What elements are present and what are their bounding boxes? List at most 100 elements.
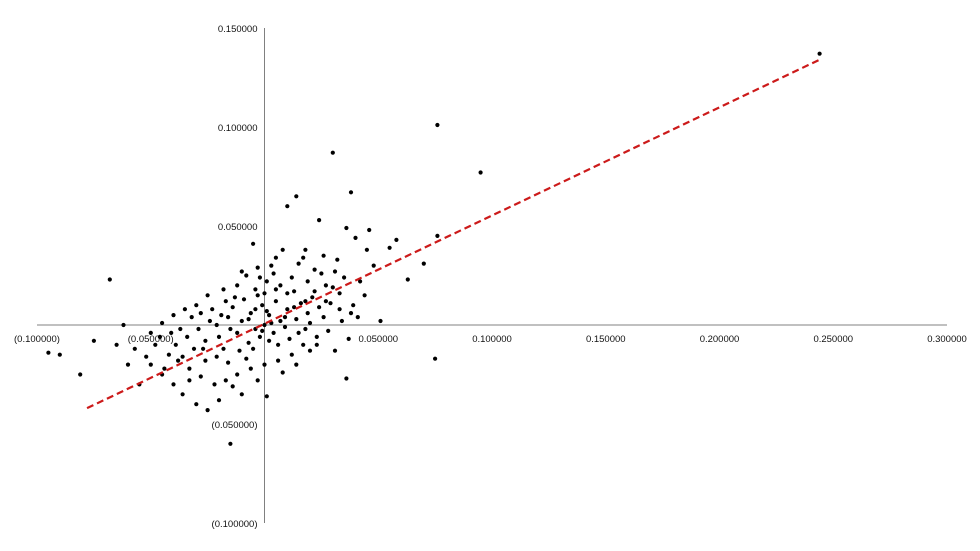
data-point <box>298 301 303 306</box>
x-tick-label: 0.050000 <box>358 334 398 345</box>
data-point <box>235 372 240 377</box>
data-point <box>323 283 328 288</box>
data-point <box>271 330 276 335</box>
data-point <box>223 378 228 383</box>
data-point <box>257 275 262 280</box>
x-tick-label: 0.300000 <box>927 334 967 345</box>
data-point <box>191 346 197 351</box>
y-tick-label: 0.150000 <box>218 24 258 35</box>
data-point <box>296 330 301 335</box>
data-point <box>253 307 258 312</box>
data-point <box>337 307 342 312</box>
data-point <box>330 285 335 290</box>
data-point <box>194 303 199 308</box>
data-point <box>344 225 349 231</box>
y-tick-label: 0.050000 <box>218 222 258 233</box>
data-point <box>244 356 249 361</box>
data-point <box>364 247 369 252</box>
data-point <box>251 346 256 351</box>
data-point <box>114 342 119 347</box>
data-point <box>285 291 290 296</box>
data-point <box>330 150 335 155</box>
data-point <box>262 322 267 328</box>
data-point <box>282 315 288 320</box>
data-point <box>314 334 319 339</box>
data-point <box>255 265 260 270</box>
data-point <box>255 293 260 298</box>
y-tick-label: (0.100000) <box>212 519 258 530</box>
trendline <box>86 58 821 410</box>
data-point <box>332 269 338 274</box>
data-point <box>244 273 249 278</box>
data-point <box>303 247 308 252</box>
data-point <box>173 342 178 347</box>
data-point <box>326 328 331 333</box>
data-point <box>292 305 297 310</box>
data-point <box>387 245 392 250</box>
data-point <box>166 352 171 357</box>
data-point <box>239 318 244 324</box>
x-tick-label: (0.100000) <box>14 334 60 345</box>
data-point <box>226 360 231 365</box>
data-points <box>46 51 822 446</box>
data-point <box>201 346 206 351</box>
data-point <box>212 382 217 387</box>
data-point <box>339 318 344 324</box>
data-point <box>282 324 288 330</box>
data-point <box>180 354 185 359</box>
data-point <box>223 299 228 304</box>
data-point <box>353 235 358 240</box>
data-point <box>342 275 347 280</box>
data-point <box>264 394 269 399</box>
data-point <box>255 378 260 383</box>
data-point <box>57 352 62 357</box>
data-point <box>148 330 153 335</box>
data-point <box>348 190 354 195</box>
data-point <box>421 261 426 266</box>
y-tick-label: 0.100000 <box>218 123 258 134</box>
data-point <box>289 352 294 357</box>
data-point <box>267 313 272 318</box>
data-point <box>187 366 192 371</box>
data-point <box>198 374 203 379</box>
data-point <box>171 313 176 318</box>
data-point <box>226 315 231 320</box>
data-point <box>198 311 203 316</box>
data-point <box>144 354 149 359</box>
data-point <box>367 227 372 233</box>
data-point <box>216 398 222 403</box>
x-tick-label: (0.050000) <box>128 334 174 345</box>
data-point <box>273 287 278 292</box>
data-point <box>273 255 278 260</box>
data-point <box>235 330 240 335</box>
data-point <box>273 299 278 304</box>
data-point <box>185 334 190 339</box>
data-point <box>301 342 306 347</box>
data-point <box>210 307 215 312</box>
data-point <box>203 358 208 363</box>
data-point <box>121 322 126 328</box>
data-point <box>332 348 338 353</box>
data-point <box>307 320 313 326</box>
data-point <box>271 271 276 276</box>
data-point <box>189 315 194 320</box>
data-point <box>335 257 340 262</box>
data-point <box>232 295 237 300</box>
data-point <box>91 338 96 343</box>
data-point <box>260 328 265 333</box>
data-point <box>362 293 367 298</box>
data-point <box>264 309 269 314</box>
data-point <box>435 233 440 238</box>
data-point <box>435 122 440 128</box>
data-point <box>180 392 185 397</box>
data-point <box>317 305 322 310</box>
data-point <box>317 218 322 223</box>
data-point <box>237 348 242 353</box>
x-tick-label: 0.100000 <box>472 334 512 345</box>
data-point <box>262 291 267 296</box>
data-point <box>305 279 310 284</box>
data-point <box>178 326 183 332</box>
data-point <box>162 366 167 371</box>
data-point <box>280 247 285 252</box>
